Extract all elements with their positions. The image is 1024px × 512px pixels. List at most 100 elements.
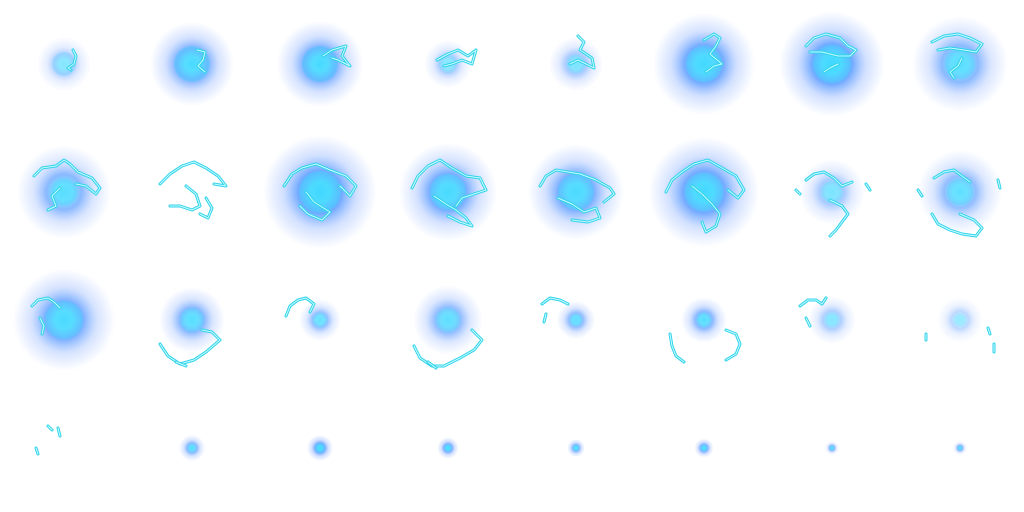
sprite-frame <box>128 0 256 128</box>
lightning-arc-highlight <box>39 317 45 335</box>
sprite-frame-canvas <box>528 144 624 240</box>
sprite-frame-canvas <box>37 37 91 91</box>
lightning-arc-highlight <box>829 199 849 237</box>
energy-glow <box>398 142 498 242</box>
sprite-frame-canvas <box>158 160 228 220</box>
energy-glow <box>648 136 760 248</box>
energy-core <box>315 443 325 453</box>
lightning-arc-highlight <box>805 33 857 57</box>
sprite-frame <box>256 256 384 384</box>
sprite-frame-canvas <box>668 297 742 364</box>
energy-glow <box>567 439 585 457</box>
energy-glow <box>437 437 459 459</box>
sprite-frame <box>768 384 896 512</box>
sprite-frame-canvas <box>13 269 115 371</box>
sprite-frame-canvas <box>912 16 1008 112</box>
sprite-frame-canvas <box>158 287 225 368</box>
sprite-frame-canvas <box>276 20 364 108</box>
sprite-frame-canvas <box>263 135 377 249</box>
energy-core <box>567 55 585 73</box>
sprite-frame-canvas <box>17 145 111 239</box>
lightning-arc-highlight <box>795 189 801 195</box>
lightning-arc-highlight <box>691 185 721 233</box>
energy-core <box>821 181 843 203</box>
sprite-frame <box>512 128 640 256</box>
lightning-arc-highlight <box>557 197 601 223</box>
lightning-arc-highlight <box>987 327 991 335</box>
lightning-arc-highlight <box>169 185 201 211</box>
sprite-frame-canvas <box>567 439 585 457</box>
sprite-frame <box>512 0 640 128</box>
lightning-arc-highlight <box>865 183 871 191</box>
sprite-frame-canvas <box>437 437 459 459</box>
energy-core <box>312 312 328 328</box>
lightning-arc-highlight <box>35 447 39 455</box>
sprite-frame <box>0 128 128 256</box>
energy-glow <box>13 269 115 371</box>
energy-glow <box>953 441 967 455</box>
lightning-arc-highlight <box>725 329 741 361</box>
energy-core <box>812 44 852 84</box>
lightning-arc-highlight <box>541 297 569 305</box>
lightning-arc-highlight <box>997 179 1001 189</box>
energy-core <box>701 445 707 451</box>
energy-glow <box>299 299 341 341</box>
sprite-frame-canvas <box>779 11 885 117</box>
lightning-arc-highlight <box>299 191 331 221</box>
sprite-frame-canvas <box>653 13 755 115</box>
energy-core <box>174 46 210 82</box>
energy-core <box>299 171 341 213</box>
sprite-frame <box>384 0 512 128</box>
sprite-frame-canvas <box>540 296 596 340</box>
sprite-frame <box>896 128 1024 256</box>
energy-core <box>436 308 460 332</box>
lightning-arc <box>668 332 686 364</box>
lightning-arc-highlight <box>411 159 487 207</box>
lightning-arc-highlight <box>159 161 227 187</box>
energy-glow <box>178 434 206 462</box>
energy-core <box>957 445 963 451</box>
energy-glow <box>681 297 727 343</box>
sprite-frame <box>0 384 128 512</box>
lightning-arc-highlight <box>539 169 615 203</box>
energy-glow <box>825 441 839 455</box>
energy-core <box>302 46 338 82</box>
energy-glow <box>159 287 225 353</box>
lightning-arc-highlight <box>199 197 213 219</box>
sprite-frame <box>384 384 512 512</box>
sprite-frame <box>768 128 896 256</box>
sprite-frame-canvas <box>412 285 484 370</box>
lightning-arc-highlight <box>703 33 723 73</box>
sprite-frame <box>896 384 1024 512</box>
energy-glow <box>937 297 983 343</box>
energy-core <box>187 443 197 453</box>
sprite-frame <box>768 256 896 384</box>
energy-core <box>444 444 452 452</box>
energy-glow <box>808 296 856 344</box>
lightning-arc-highlight <box>427 361 437 369</box>
lightning-arc-highlight <box>285 297 315 317</box>
sprite-frame-canvas <box>178 434 206 462</box>
sprite-frame <box>640 384 768 512</box>
lightning-arc-highlight <box>33 159 101 195</box>
energy-glow <box>918 150 1002 234</box>
sprite-frame <box>512 384 640 512</box>
lightning-arc-highlight <box>413 329 483 367</box>
sprite-frame-canvas <box>825 441 839 455</box>
lightning-arc-highlight <box>805 317 811 327</box>
sprite-frame <box>256 128 384 256</box>
sprite-frame-canvas <box>34 424 62 456</box>
energy-glow <box>150 22 234 106</box>
lightning-arc-highlight <box>931 213 983 237</box>
sprite-frame <box>384 256 512 384</box>
lightning-arc-highlight <box>283 163 357 197</box>
lightning-arc-highlight <box>917 189 923 197</box>
sprite-frame <box>0 0 128 128</box>
energy-core <box>180 308 204 332</box>
lightning-arc-highlight <box>57 427 61 437</box>
sprite-frame <box>768 0 896 128</box>
energy-core <box>573 445 579 451</box>
lightning-arc-highlight <box>543 313 547 323</box>
lightning-arc-highlight <box>799 297 827 307</box>
